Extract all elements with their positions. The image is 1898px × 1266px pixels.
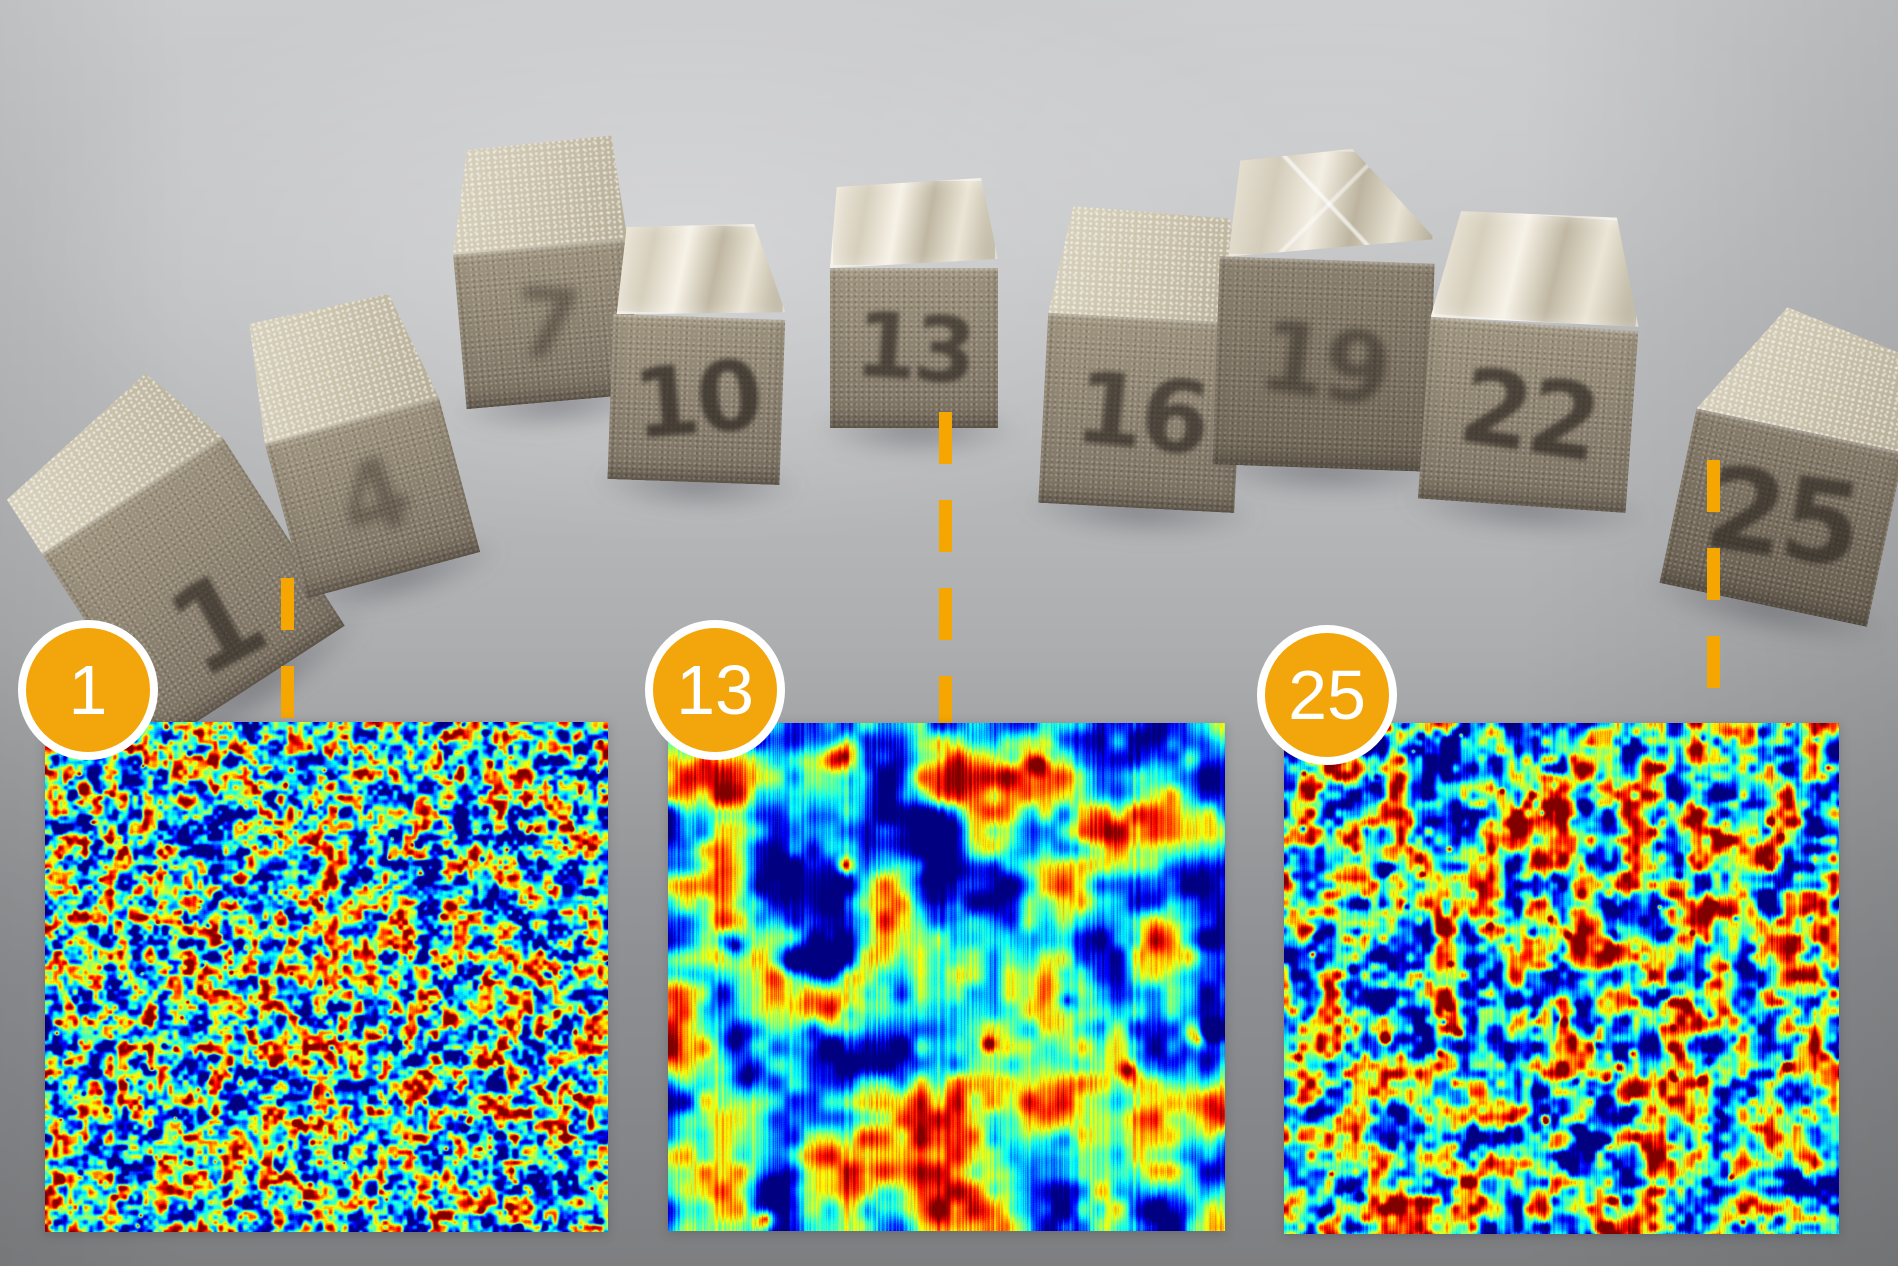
cube-number: 22 [1451, 343, 1606, 486]
cube-number: 10 [628, 338, 764, 461]
cube-top-face [830, 178, 998, 268]
inset-badge-13: 13 [645, 620, 785, 760]
heatmap-canvas-13 [668, 723, 1225, 1231]
cube-top-face [1220, 144, 1439, 263]
cube-front-face: 13 [830, 268, 998, 428]
cube-number: 13 [851, 291, 977, 405]
heatmap-inset-13 [668, 723, 1225, 1231]
inset-badge-label: 1 [68, 651, 108, 729]
cube-front-face: 19 [1212, 256, 1435, 472]
cube-number: 1 [146, 542, 286, 707]
cube-number: 7 [513, 267, 581, 381]
cube-number: 4 [320, 431, 425, 565]
inset-badge-1: 1 [18, 620, 158, 760]
cube-number: 16 [1069, 347, 1213, 478]
cube-sample-22: 22 [1417, 205, 1646, 513]
inset-badge-label: 13 [676, 651, 754, 729]
cube-top-face [1431, 205, 1646, 331]
connector-dashed-line-25 [1707, 460, 1720, 723]
cube-sample-10: 10 [607, 219, 789, 485]
cube-sample-19: 19 [1212, 144, 1439, 472]
cube-top-face [444, 135, 627, 255]
inset-badge-25: 25 [1257, 625, 1397, 765]
inset-badge-label: 25 [1288, 656, 1366, 734]
cube-sample-13: 13 [830, 178, 998, 428]
heatmap-inset-25 [1284, 723, 1839, 1234]
heatmap-inset-1 [45, 722, 608, 1232]
cube-top-face [613, 219, 788, 320]
connector-dashed-line-1 [281, 578, 294, 740]
connector-dashed-line-13 [939, 412, 952, 723]
heatmap-canvas-1 [45, 722, 608, 1232]
cube-front-face: 10 [607, 314, 786, 485]
cube-front-face: 22 [1417, 316, 1639, 513]
cube-number: 19 [1252, 298, 1396, 430]
heatmap-canvas-25 [1284, 723, 1839, 1234]
cube-number: 25 [1697, 440, 1867, 595]
